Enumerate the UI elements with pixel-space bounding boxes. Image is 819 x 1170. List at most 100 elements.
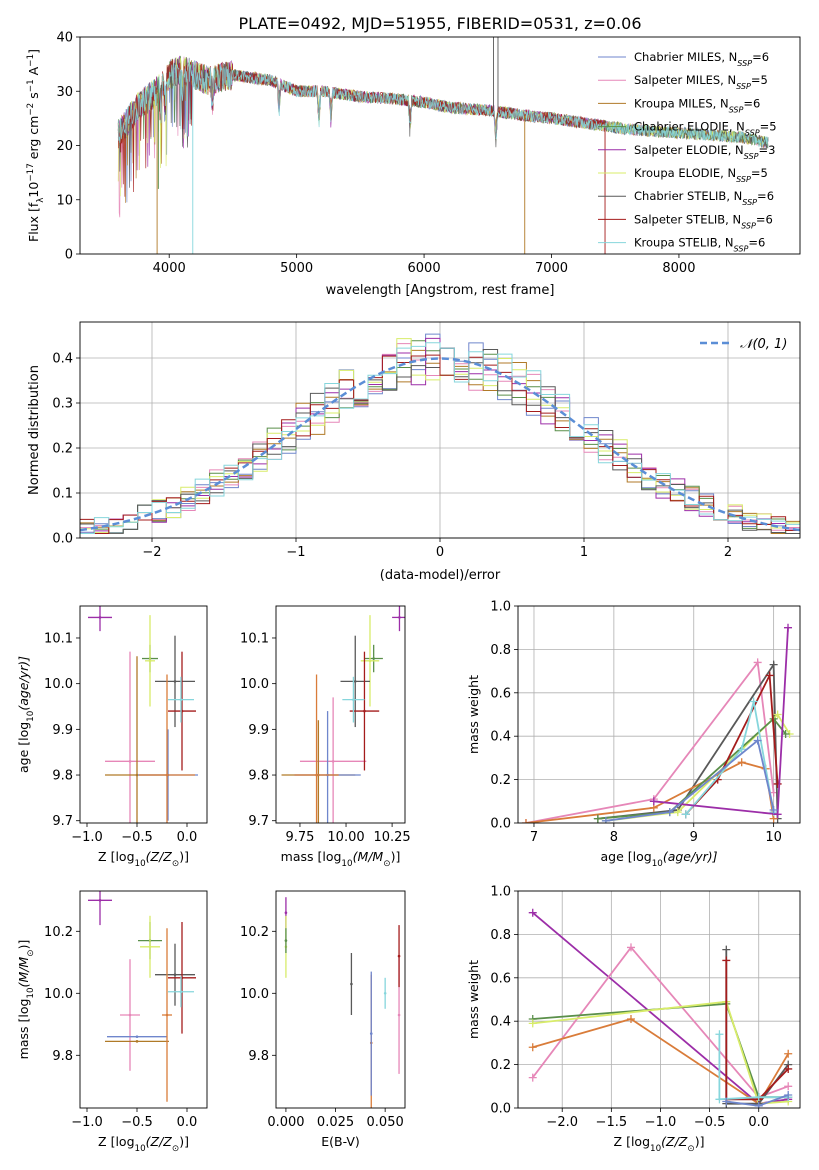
residuals-xlabel: (data-model)/error — [380, 568, 501, 583]
mass-vs-EBV-ytick-label: 9.8 — [248, 1049, 269, 1064]
spectrum-legend-label-part: = — [751, 166, 761, 180]
weight-vs-Z-marker — [784, 1064, 793, 1073]
age-vs-Z-point — [135, 773, 139, 777]
weight-vs-Z-xtick-label: −1.5 — [596, 1115, 628, 1130]
age-vs-Z-point — [165, 773, 169, 777]
weight-vs-Z-line — [725, 960, 789, 1101]
spectrum-ylabel-part: −1 — [26, 79, 36, 92]
mass-vs-EBV-ytick-label: 10.2 — [240, 925, 269, 940]
age-vs-Z-xlabel-part: (Z/Z — [146, 849, 173, 864]
weight-vs-age-marker — [749, 697, 758, 706]
spectrum-legend-label-part: , N — [728, 143, 744, 157]
age-vs-mass-ytick-label: 10.1 — [240, 631, 269, 646]
age-vs-mass-xtick-label: 9.75 — [285, 830, 314, 845]
weight-vs-Z-line — [532, 1000, 789, 1105]
mass-vs-EBV-point — [284, 911, 288, 914]
age-vs-Z-plot-area — [88, 606, 198, 823]
age-vs-mass-xtick-label: 10.25 — [373, 830, 410, 845]
age-vs-Z-ylabel-part: age [log — [16, 722, 31, 773]
weight-vs-age-line — [605, 738, 775, 822]
age-vs-Z-point — [173, 680, 177, 683]
age-vs-Z-point — [98, 616, 102, 619]
weight-vs-age-frame — [517, 605, 801, 824]
weight-vs-age-plot-area — [521, 623, 794, 823]
spectrum-ylabel-part: s — [26, 92, 41, 103]
residuals-legend-label: 𝒩(0, 1) — [740, 337, 787, 352]
spectrum-series-line — [117, 59, 606, 197]
spectrum-legend-label-part: 6 — [766, 212, 773, 226]
weight-vs-Z-marker — [626, 943, 635, 952]
weight-vs-Z-marker — [784, 1049, 793, 1058]
residuals-ylabel-part: Normed distribution — [27, 365, 42, 495]
spectrum-legend-label-part: = — [760, 120, 770, 134]
weight-vs-Z-plot-area — [528, 908, 793, 1108]
weight-vs-Z-marker — [528, 908, 537, 917]
age-vs-Z-ylabel: age [log10(age/yr)] — [16, 656, 36, 773]
weight-vs-Z-frame — [517, 890, 801, 1109]
spectrum-legend-label-part: = — [756, 212, 766, 226]
mass-vs-Z-ytick-label: 9.8 — [52, 1049, 73, 1064]
spectrum-ylabel-part: −1 — [26, 54, 36, 67]
spectrum-legend-label: Salpeter MILES, NSSP=5 — [634, 73, 768, 91]
weight-vs-age-line — [685, 701, 775, 815]
weight-vs-age-marker — [593, 814, 602, 823]
weight-vs-Z-xtick-label: −1.0 — [645, 1115, 677, 1130]
mass-vs-EBV-xtick-label: 0.000 — [267, 1115, 304, 1130]
weight-vs-age-marker — [681, 810, 690, 819]
mass-vs-Z-point — [135, 1035, 139, 1038]
age-vs-Z-point — [179, 698, 183, 701]
spectrum-frame — [79, 36, 801, 255]
spectrum-legend-label-part: = — [758, 143, 768, 157]
age-vs-mass-point — [353, 680, 357, 683]
spectrum-legend-label: Kroupa MILES, NSSP=6 — [634, 96, 760, 114]
weight-vs-Z-ylabel: mass weight — [466, 960, 481, 1039]
spectrum-legend-label-part: , N — [725, 212, 741, 226]
age-vs-Z-ytick-label: 9.8 — [52, 769, 73, 784]
age-vs-mass-point — [352, 698, 355, 701]
residuals-histogram — [80, 342, 800, 534]
weight-vs-age-marker — [769, 660, 778, 669]
mass-vs-EBV-xlabel-part: E(B-V) — [321, 1134, 360, 1149]
mass-vs-Z-axes: −1.0 −0.5 0.09.810.010.2Z [log10(Z/Z⊙)]mas… — [16, 890, 208, 1154]
residuals-xtick-label: 1 — [580, 545, 588, 560]
mass-vs-Z-ylabel-part: mass [log — [16, 999, 31, 1060]
residuals-xtick-label: 0 — [436, 545, 444, 560]
weight-vs-Z-marker — [715, 1030, 724, 1039]
residuals-xlabel-part: (data-model)/error — [380, 568, 501, 583]
mass-vs-Z-ylabel-part: 10 — [26, 987, 36, 998]
age-vs-mass-point — [398, 616, 401, 619]
mass-vs-Z-point — [135, 1040, 139, 1043]
spectrum-legend-label-part: Salpeter ELODIE — [634, 143, 728, 157]
mass-vs-EBV-plot-area — [284, 897, 401, 1108]
age-vs-mass-xlabel: mass [log10(M/M⊙)] — [281, 849, 401, 869]
weight-vs-Z-ytick-label: 0.2 — [490, 1058, 511, 1073]
weight-vs-age-xlabel-part: age [log — [600, 849, 651, 864]
weight-vs-age-xtick-label: 8 — [610, 830, 618, 845]
spectrum-legend-label-part: , N — [729, 120, 745, 134]
age-vs-mass-plot-area — [281, 606, 405, 823]
weight-vs-Z-line — [532, 1018, 789, 1105]
weight-vs-age-marker — [673, 808, 682, 817]
spectrum-xtick-label: 5000 — [280, 261, 313, 276]
weight-vs-Z-ylabel-part: mass weight — [466, 960, 481, 1039]
mass-vs-Z-point — [98, 899, 102, 902]
spectrum-legend-label-part: SSP — [729, 105, 744, 114]
spectrum-legend-label-part: 6 — [758, 236, 765, 250]
mass-vs-EBV-point — [284, 939, 288, 942]
weight-vs-age-marker — [665, 808, 674, 817]
weight-vs-age-ylabel-part: mass weight — [466, 675, 481, 754]
spectrum-legend-label-part: Chabrier MILES — [634, 50, 721, 64]
age-vs-Z-xlabel-part: 10 — [135, 859, 146, 869]
mass-vs-EBV-xlabel: E(B-V) — [321, 1134, 360, 1149]
weight-vs-age-marker — [773, 779, 782, 788]
age-vs-mass-ytick-label: 10.0 — [240, 677, 269, 692]
weight-vs-Z-xtick-label: −2.0 — [546, 1115, 578, 1130]
spectrum-ylabel-part: ] — [26, 49, 41, 54]
age-vs-Z-xlabel-part: Z [log — [98, 849, 134, 864]
spectrum-legend-label-part: 6 — [762, 50, 769, 64]
weight-vs-Z-marker — [754, 1101, 763, 1108]
spectrum-legend-label-part: SSP — [736, 175, 751, 184]
weight-vs-age-ytick-label: 0.6 — [490, 686, 511, 701]
spectrum-legend-label: Kroupa ELODIE, NSSP=5 — [634, 166, 768, 184]
spectrum-legend-label-part: Salpeter STELIB — [634, 212, 725, 226]
